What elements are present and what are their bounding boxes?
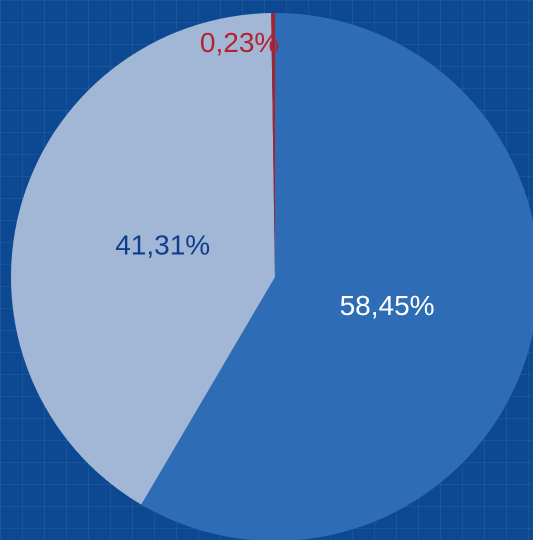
data-label: 41,31% (115, 230, 210, 261)
data-label: 0,23% (200, 27, 279, 58)
pie-slice (271, 13, 275, 277)
data-label: 58,45% (340, 290, 435, 321)
pie-slice (141, 13, 533, 540)
pie-slice (10, 13, 276, 505)
